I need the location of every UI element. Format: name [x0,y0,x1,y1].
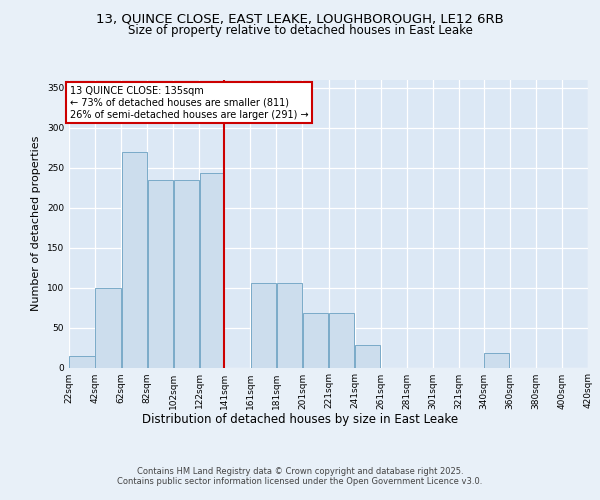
Bar [148,180,173,368]
Bar [589,364,600,368]
Bar [122,152,147,368]
Bar [277,283,302,368]
Bar [174,180,199,368]
Bar [303,313,328,368]
Text: 13, QUINCE CLOSE, EAST LEAKE, LOUGHBOROUGH, LE12 6RB: 13, QUINCE CLOSE, EAST LEAKE, LOUGHBOROU… [96,12,504,26]
Text: Contains HM Land Registry data © Crown copyright and database right 2025.: Contains HM Land Registry data © Crown c… [137,468,463,476]
Bar [95,288,121,368]
Y-axis label: Number of detached properties: Number of detached properties [31,136,41,312]
Text: Size of property relative to detached houses in East Leake: Size of property relative to detached ho… [128,24,472,37]
Bar [329,313,354,368]
Bar [251,283,276,368]
Bar [70,356,95,368]
Text: 13 QUINCE CLOSE: 135sqm
← 73% of detached houses are smaller (811)
26% of semi-d: 13 QUINCE CLOSE: 135sqm ← 73% of detache… [70,86,308,120]
Bar [484,353,509,368]
Text: Distribution of detached houses by size in East Leake: Distribution of detached houses by size … [142,412,458,426]
Text: Contains public sector information licensed under the Open Government Licence v3: Contains public sector information licen… [118,478,482,486]
Bar [355,345,380,368]
Bar [200,174,224,368]
